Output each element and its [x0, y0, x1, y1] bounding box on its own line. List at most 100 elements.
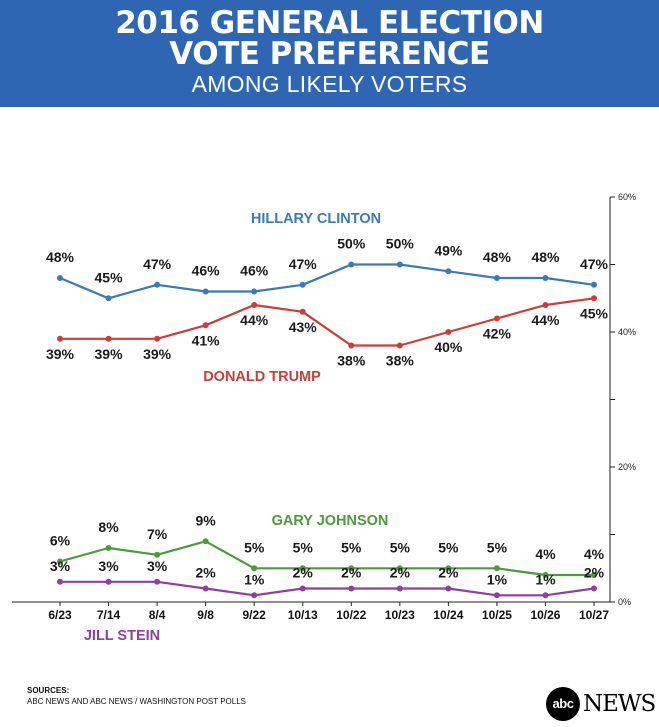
data-label-trump: 38% [337, 353, 366, 369]
data-label-johnson: 5% [244, 539, 265, 555]
data-point-trump [202, 322, 209, 329]
data-point-johnson [105, 545, 112, 551]
data-label-stein: 1% [487, 571, 508, 587]
data-point-johnson [396, 565, 403, 572]
y-tick-label: 60% [618, 192, 636, 202]
data-label-clinton: 50% [386, 236, 415, 252]
data-label-clinton: 47% [143, 256, 172, 272]
data-label-clinton: 49% [434, 242, 463, 258]
x-tick-label: 9/22 [243, 608, 267, 622]
data-point-clinton [445, 268, 452, 275]
data-point-clinton [57, 275, 63, 281]
data-label-trump: 43% [289, 319, 318, 335]
data-label-clinton: 46% [192, 263, 221, 279]
sources-footer: SOURCES: ABC NEWS AND ABC NEWS / WASHING… [27, 685, 246, 707]
x-tick-label: 10/23 [385, 608, 415, 622]
data-label-trump: 39% [143, 346, 172, 362]
data-point-trump [591, 295, 597, 302]
data-point-johnson [493, 565, 500, 572]
y-tick-label: 20% [618, 462, 636, 472]
x-tick-label: 10/26 [530, 608, 560, 622]
data-point-clinton [396, 261, 403, 268]
data-label-stein: 2% [438, 565, 459, 581]
data-point-clinton [542, 275, 549, 281]
chart-subtitle: AMONG LIKELY VOTERS [191, 71, 468, 97]
data-point-trump [57, 335, 63, 342]
data-point-trump [299, 308, 306, 315]
series-line-stein [60, 580, 595, 597]
data-point-trump [105, 335, 112, 342]
data-point-johnson [299, 565, 306, 572]
data-point-johnson [591, 572, 597, 578]
abc-news-logo: abc NEWS [546, 687, 656, 721]
y-tick-label: 0% [618, 597, 631, 607]
chart-title-line2: VOTE PREFERENCE [169, 36, 490, 72]
data-point-trump [251, 302, 258, 308]
data-label-stein: 2% [196, 565, 217, 581]
data-label-johnson: 5% [438, 539, 459, 555]
data-label-clinton: 50% [337, 236, 366, 252]
data-point-stein [493, 592, 500, 599]
data-label-stein: 1% [244, 571, 265, 587]
data-point-clinton [105, 295, 112, 302]
data-point-stein [591, 585, 597, 592]
series-name-clinton: HILLARY CLINTON [251, 211, 381, 227]
data-label-trump: 45% [580, 305, 609, 321]
data-point-clinton [154, 281, 161, 288]
data-label-clinton: 48% [46, 249, 75, 265]
x-tick-label: 9/8 [197, 608, 214, 622]
data-label-trump: 39% [46, 346, 75, 362]
data-label-stein: 3% [98, 558, 119, 574]
data-point-trump [542, 302, 549, 308]
data-point-stein [396, 585, 403, 592]
data-point-johnson [542, 572, 549, 578]
data-point-clinton [493, 275, 500, 281]
data-point-trump [154, 335, 161, 342]
series-line-trump [60, 297, 595, 347]
data-label-stein: 2% [584, 565, 605, 581]
data-label-stein: 2% [390, 565, 411, 581]
data-label-johnson: 9% [196, 512, 217, 528]
data-label-trump: 41% [192, 332, 221, 348]
data-label-johnson: 5% [487, 539, 508, 555]
data-label-clinton: 47% [580, 256, 609, 272]
data-label-stein: 3% [50, 558, 71, 574]
sources-text: ABC NEWS AND ABC NEWS / WASHINGTON POST … [27, 697, 247, 706]
data-label-stein: 2% [341, 565, 362, 581]
data-label-clinton: 46% [240, 263, 269, 279]
data-label-johnson: 8% [98, 519, 119, 535]
data-label-trump: 39% [95, 346, 124, 362]
chart-title-line1: 2016 GENERAL ELECTION [115, 5, 544, 41]
data-point-trump [493, 315, 500, 322]
abc-logo-circle: abc [546, 687, 580, 721]
data-point-clinton [251, 288, 258, 295]
data-point-trump [445, 329, 452, 335]
data-label-clinton: 45% [95, 269, 124, 285]
data-point-stein [445, 585, 452, 592]
data-point-stein [542, 592, 549, 599]
data-label-clinton: 47% [289, 256, 318, 272]
data-point-johnson [202, 538, 209, 545]
data-label-johnson: 6% [50, 533, 71, 549]
x-tick-label: 10/22 [336, 608, 366, 622]
data-label-clinton: 48% [483, 249, 512, 265]
data-point-stein [202, 585, 209, 592]
y-tick-label: 40% [618, 327, 636, 337]
data-point-clinton [299, 281, 306, 288]
data-label-clinton: 48% [531, 249, 560, 265]
data-point-trump [396, 342, 403, 349]
data-label-stein: 3% [147, 558, 168, 574]
data-point-stein [105, 578, 112, 585]
data-label-johnson: 4% [535, 546, 556, 562]
data-label-johnson: 7% [147, 526, 168, 542]
data-label-stein: 2% [293, 565, 314, 581]
data-label-trump: 42% [483, 326, 512, 342]
data-point-stein [57, 578, 63, 585]
x-tick-label: 10/13 [288, 608, 318, 622]
series-name-trump: DONALD TRUMP [203, 369, 321, 385]
data-label-johnson: 4% [584, 546, 605, 562]
x-tick-label: 8/4 [149, 608, 166, 622]
x-tick-label: 10/24 [433, 608, 463, 622]
x-tick-label: 7/14 [97, 608, 121, 622]
